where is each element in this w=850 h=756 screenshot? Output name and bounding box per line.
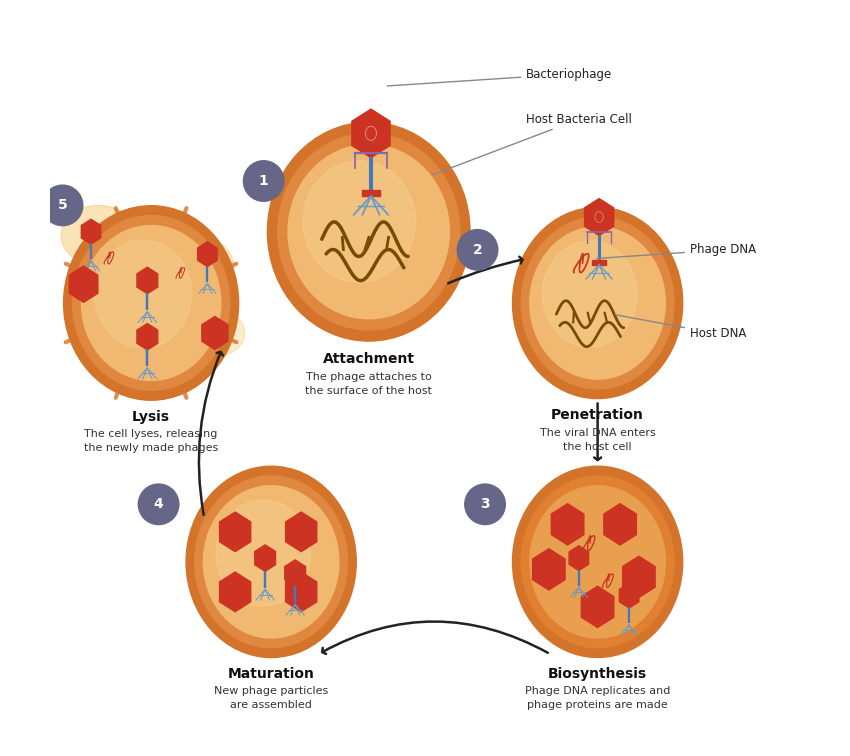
Polygon shape [286,512,317,552]
Bar [592,260,606,265]
Polygon shape [352,109,390,158]
Text: Phage DNA: Phage DNA [597,243,756,259]
Ellipse shape [64,206,239,400]
Ellipse shape [521,476,674,648]
Polygon shape [255,545,275,572]
Polygon shape [285,560,305,587]
Ellipse shape [521,217,674,389]
Text: Maturation: Maturation [228,667,314,681]
Ellipse shape [268,122,470,341]
Ellipse shape [203,485,339,638]
Ellipse shape [288,144,450,319]
Ellipse shape [95,340,147,386]
Text: Biosynthesis: Biosynthesis [548,667,647,681]
Ellipse shape [303,161,416,282]
Text: 2: 2 [473,243,483,257]
Ellipse shape [530,227,666,379]
Text: Penetration: Penetration [551,408,644,422]
Polygon shape [604,503,637,545]
Text: Attachment: Attachment [323,352,415,366]
Text: Host DNA: Host DNA [615,314,746,340]
Text: 3: 3 [480,497,490,511]
Polygon shape [137,324,158,350]
Ellipse shape [216,500,310,606]
Circle shape [42,185,82,225]
Ellipse shape [530,485,666,638]
Polygon shape [623,556,655,597]
Text: The phage attaches to
the surface of the host: The phage attaches to the surface of the… [305,372,432,396]
Text: 4: 4 [154,497,163,511]
Polygon shape [219,572,251,612]
Polygon shape [69,266,98,302]
Ellipse shape [195,476,348,648]
Polygon shape [197,242,217,267]
Text: The viral DNA enters
the host cell: The viral DNA enters the host cell [540,428,655,451]
Text: New phage particles
are assembled: New phage particles are assembled [214,686,328,711]
Ellipse shape [61,206,136,265]
Polygon shape [533,549,565,590]
Ellipse shape [186,466,356,658]
Ellipse shape [72,215,230,390]
Text: 1: 1 [258,174,269,188]
Polygon shape [552,503,584,545]
Circle shape [243,161,284,201]
Ellipse shape [192,311,245,355]
Ellipse shape [173,239,234,292]
Circle shape [465,484,505,525]
Circle shape [139,484,178,525]
Text: 5: 5 [58,198,67,212]
Polygon shape [585,199,614,236]
Ellipse shape [513,466,683,658]
Text: Lysis: Lysis [132,410,170,423]
Polygon shape [82,219,101,244]
Ellipse shape [542,241,637,347]
Polygon shape [570,546,588,571]
Polygon shape [286,572,317,612]
Ellipse shape [94,240,191,348]
Ellipse shape [82,225,221,380]
Polygon shape [219,512,251,552]
Polygon shape [202,317,228,349]
Ellipse shape [513,207,683,398]
Text: Bacteriophage: Bacteriophage [388,67,613,86]
Ellipse shape [278,133,460,330]
Polygon shape [137,267,158,293]
Bar [362,190,380,196]
Circle shape [457,230,498,270]
Polygon shape [581,586,614,627]
Polygon shape [620,583,639,608]
Text: Host Bacteria Cell: Host Bacteria Cell [433,113,632,175]
Text: Phage DNA replicates and
phage proteins are made: Phage DNA replicates and phage proteins … [525,686,671,711]
Text: The cell lyses, releasing
the newly made phages: The cell lyses, releasing the newly made… [84,429,218,453]
